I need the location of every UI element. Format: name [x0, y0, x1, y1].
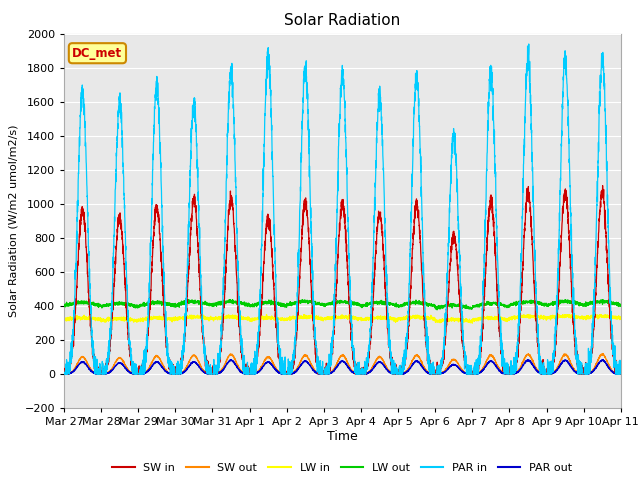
LW in [160, 316, 168, 322]
Line: LW in: LW in [64, 314, 621, 323]
LW out [433, 307, 441, 312]
PAR out [467, 371, 475, 377]
PAR in [617, 371, 625, 377]
LW out [617, 302, 625, 308]
SW in [499, 359, 506, 364]
LW out [436, 305, 444, 311]
SW out [617, 371, 625, 377]
SW out [160, 364, 168, 370]
PAR in [499, 351, 506, 357]
SW in [617, 371, 625, 377]
SW in [599, 183, 607, 189]
SW out [499, 370, 506, 375]
LW in [499, 315, 507, 321]
LW out [616, 301, 624, 307]
LW in [60, 317, 68, 323]
Line: LW out: LW out [64, 300, 621, 310]
PAR in [616, 371, 624, 377]
PAR out [617, 371, 625, 377]
LW out [60, 303, 68, 309]
LW in [616, 314, 624, 320]
LW in [468, 320, 476, 326]
LW out [467, 306, 475, 312]
Y-axis label: Solar Radiation (W/m2 umol/m2/s): Solar Radiation (W/m2 umol/m2/s) [9, 124, 19, 317]
LW in [555, 312, 563, 317]
SW in [160, 312, 168, 317]
PAR in [322, 371, 330, 377]
LW in [617, 316, 625, 322]
LW out [599, 297, 607, 302]
LW out [499, 302, 507, 308]
LW in [467, 318, 475, 324]
LW in [436, 318, 444, 324]
PAR out [160, 367, 168, 372]
SW out [60, 371, 68, 377]
Line: SW in: SW in [64, 186, 621, 374]
LW in [322, 317, 330, 323]
Line: SW out: SW out [64, 354, 621, 374]
SW in [467, 367, 475, 372]
X-axis label: Time: Time [327, 430, 358, 443]
Title: Solar Radiation: Solar Radiation [284, 13, 401, 28]
PAR in [160, 269, 168, 275]
SW in [60, 371, 68, 377]
PAR out [322, 371, 330, 377]
PAR in [467, 362, 475, 368]
Line: PAR out: PAR out [64, 360, 621, 374]
PAR in [436, 371, 444, 377]
SW out [599, 351, 607, 357]
SW out [616, 371, 624, 377]
SW out [436, 371, 444, 377]
PAR out [436, 371, 444, 377]
PAR out [227, 357, 234, 363]
Legend: SW in, SW out, LW in, LW out, PAR in, PAR out: SW in, SW out, LW in, LW out, PAR in, PA… [108, 458, 577, 478]
SW in [616, 371, 624, 377]
PAR in [525, 41, 532, 47]
PAR out [616, 371, 624, 377]
SW in [322, 371, 330, 377]
SW out [467, 371, 475, 377]
Line: PAR in: PAR in [64, 44, 621, 374]
PAR out [60, 371, 68, 377]
Text: DC_met: DC_met [72, 47, 122, 60]
PAR in [60, 371, 68, 377]
SW in [436, 363, 444, 369]
LW out [160, 301, 168, 307]
LW out [322, 301, 330, 307]
PAR out [499, 370, 507, 376]
SW out [322, 371, 330, 377]
